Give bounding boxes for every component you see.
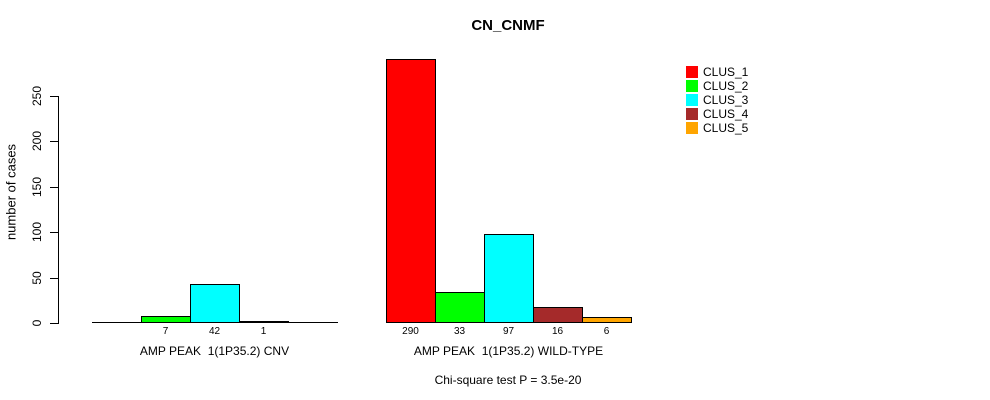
bar-count-label: 6 [603,326,610,337]
y-tick-label: 150 [30,176,44,198]
bar-count-label: 97 [502,326,515,337]
y-tick [50,278,58,279]
bar-clus_2-group2 [435,292,485,323]
y-tick [50,141,58,142]
legend: CLUS_1 CLUS_2 CLUS_3 CLUS_4 CLUS_5 [686,66,748,134]
bar-count-label: 16 [551,326,564,337]
y-tick-label: 250 [30,85,44,107]
y-tick-label: 0 [30,319,44,327]
legend-label: CLUS_5 [703,121,749,135]
group-label: AMP PEAK 1(1P35.2) CNV [139,344,290,358]
bar-count-label: 7 [162,326,169,337]
bar-clus_4-group2 [533,307,583,323]
y-axis-line [58,96,59,324]
bar-clus_3-group1 [190,284,240,323]
bar-clus_5-group2 [582,317,632,323]
y-tick [50,187,58,188]
bar-count-label: 1 [260,326,267,337]
legend-swatch-icon [686,94,698,106]
y-tick-label: 100 [30,221,44,243]
bar-clus_1-group2 [386,59,436,323]
legend-swatch-icon [686,108,698,120]
bar-clus_4-group1 [239,321,289,323]
y-tick [50,323,58,324]
legend-label: CLUS_4 [703,107,749,121]
y-tick-label: 200 [30,130,44,152]
legend-swatch-icon [686,122,698,134]
chart-title: CN_CNMF [471,17,545,34]
y-axis-title: number of cases [3,143,19,241]
y-tick [50,232,58,233]
legend-label: CLUS_1 [703,65,749,79]
bar-clus_2-group1 [141,316,191,323]
legend-row: CLUS_2 [686,80,748,92]
bar-count-label: 42 [208,326,221,337]
group-label: AMP PEAK 1(1P35.2) WILD-TYPE [413,344,604,358]
legend-row: CLUS_1 [686,66,748,78]
chi-square-note: Chi-square test P = 3.5e-20 [434,373,582,387]
bar-count-label: 33 [453,326,466,337]
legend-row: CLUS_3 [686,94,748,106]
legend-label: CLUS_2 [703,79,749,93]
bar-clus_3-group2 [484,234,534,323]
bar-count-label: 290 [402,326,419,337]
y-tick [50,96,58,97]
legend-swatch-icon [686,80,698,92]
y-tick-label: 50 [30,271,44,285]
legend-swatch-icon [686,66,698,78]
legend-row: CLUS_5 [686,122,748,134]
legend-row: CLUS_4 [686,108,748,120]
legend-label: CLUS_3 [703,93,749,107]
